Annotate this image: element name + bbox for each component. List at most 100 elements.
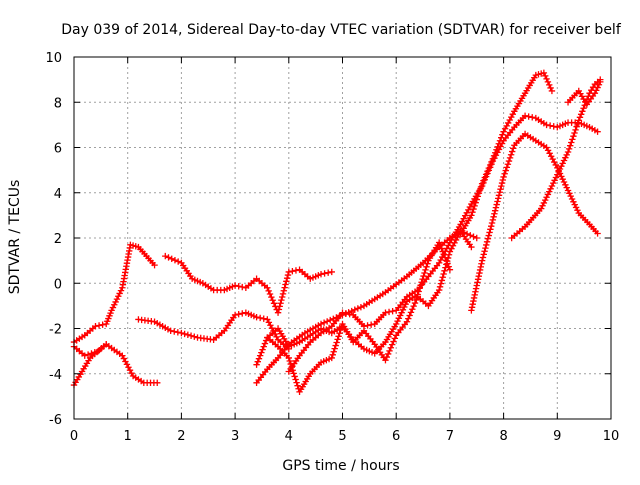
data-point [575, 117, 582, 124]
data-point [437, 242, 444, 249]
x-tick-label: 4 [285, 429, 293, 444]
data-point [277, 300, 284, 307]
data-point [546, 150, 553, 157]
data-point [493, 201, 500, 208]
data-point [485, 232, 492, 239]
data-point [505, 157, 513, 165]
data-point [282, 281, 289, 288]
data-point [405, 315, 412, 322]
data-point [285, 354, 292, 362]
data-point [480, 177, 487, 184]
data-point [360, 323, 368, 330]
series-track-13 [564, 78, 604, 108]
data-point [284, 271, 292, 279]
data-point [495, 140, 503, 147]
data-point [103, 341, 110, 348]
data-point [597, 78, 604, 86]
data-point [407, 309, 415, 316]
data-point [474, 276, 482, 283]
data-point [467, 232, 474, 239]
data-point [174, 329, 182, 336]
data-point [258, 349, 265, 356]
x-tick-label: 5 [338, 429, 346, 444]
data-point [395, 315, 403, 322]
data-point [563, 151, 570, 159]
data-point [481, 174, 489, 181]
data-point [278, 293, 286, 301]
data-point [335, 333, 342, 340]
data-point [398, 309, 405, 316]
data-point [332, 342, 339, 349]
data-point [409, 306, 416, 313]
data-point [165, 254, 172, 261]
data-point [443, 245, 451, 252]
data-point [267, 322, 274, 329]
data-point [559, 175, 566, 183]
data-point [487, 226, 494, 233]
data-point [410, 302, 417, 310]
x-tick-label: 1 [124, 429, 132, 444]
data-point [265, 319, 273, 326]
data-point [468, 243, 475, 251]
data-point [470, 297, 477, 305]
data-point [494, 198, 501, 205]
data-point [476, 186, 484, 194]
x-tick-label: 10 [603, 429, 620, 444]
data-point [117, 287, 125, 294]
data-point [181, 330, 188, 338]
data-point [564, 148, 572, 156]
data-point [591, 90, 599, 97]
data-point [262, 337, 270, 344]
data-point [331, 345, 338, 352]
data-point [253, 361, 260, 368]
data-point [390, 338, 397, 345]
data-point [162, 252, 169, 260]
series-track-9 [285, 112, 601, 375]
x-tick-label: 3 [231, 429, 239, 444]
data-point [437, 280, 445, 287]
data-point [509, 111, 517, 118]
data-point [292, 376, 299, 383]
data-point [393, 320, 400, 328]
data-point [154, 379, 161, 386]
data-point [574, 120, 581, 127]
data-point [556, 165, 564, 173]
data-point [491, 210, 498, 217]
data-point [320, 319, 328, 326]
data-point [498, 134, 505, 141]
data-point [235, 310, 242, 318]
data-point [494, 143, 501, 150]
data-point [259, 346, 266, 353]
data-point [442, 264, 449, 271]
data-point [151, 261, 158, 269]
data-point [108, 307, 115, 314]
data-point [567, 192, 574, 200]
data-point [436, 283, 444, 291]
data-point [253, 313, 260, 321]
data-point [551, 177, 558, 184]
data-point [555, 168, 562, 176]
data-point [334, 336, 341, 343]
data-point [264, 284, 271, 291]
data-point [566, 190, 573, 197]
data-point [273, 333, 280, 341]
chart-title: Day 039 of 2014, Sidereal Day-to-day VTE… [61, 22, 622, 38]
data-point [191, 333, 198, 340]
data-point [364, 322, 371, 329]
data-point [568, 195, 576, 203]
y-tick-label: 10 [45, 51, 62, 66]
data-point [493, 146, 500, 153]
series-track-5 [135, 309, 292, 353]
data-point [276, 303, 283, 310]
y-tick-label: 4 [54, 187, 62, 202]
data-point [317, 271, 325, 278]
data-point [333, 339, 340, 346]
data-point [84, 351, 92, 358]
data-point [268, 293, 275, 301]
data-point [547, 185, 554, 192]
data-point [280, 287, 288, 294]
data-point [503, 164, 511, 171]
data-point [484, 235, 492, 242]
